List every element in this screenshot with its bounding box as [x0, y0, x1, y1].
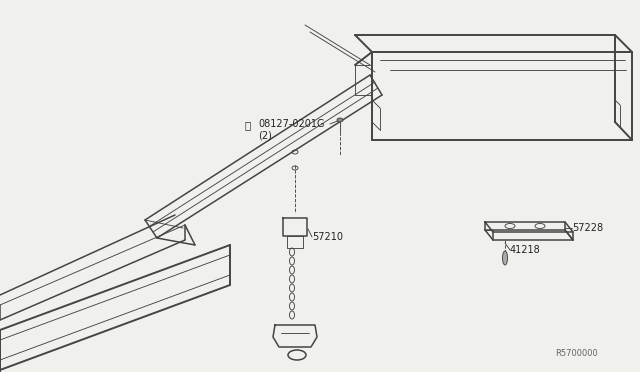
Text: 41218: 41218: [510, 245, 541, 255]
Ellipse shape: [502, 251, 508, 265]
Text: Ⓑ: Ⓑ: [245, 120, 251, 130]
Ellipse shape: [337, 118, 343, 122]
Text: 08127-0201G: 08127-0201G: [258, 119, 324, 129]
Text: R5700000: R5700000: [555, 349, 598, 358]
Text: 57210: 57210: [312, 232, 343, 242]
Text: 57228: 57228: [572, 223, 603, 233]
Text: (2): (2): [258, 130, 272, 140]
